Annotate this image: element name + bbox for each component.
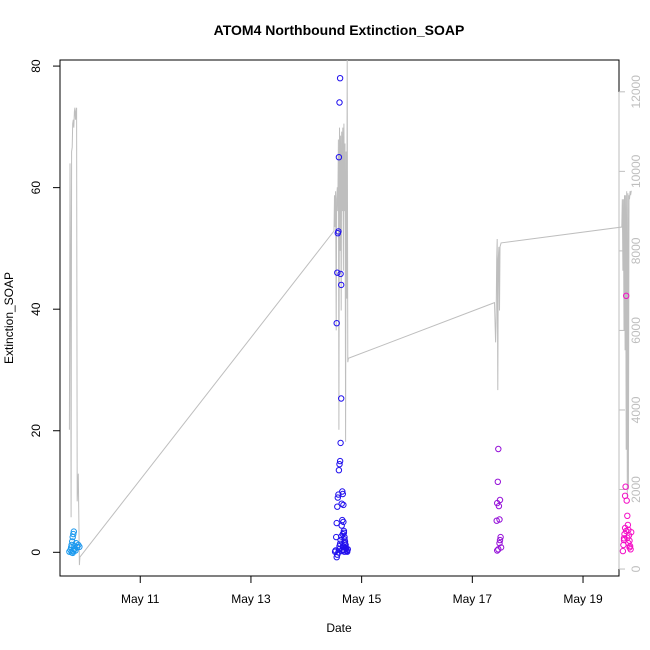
data-point <box>338 500 345 507</box>
data-point <box>337 536 344 544</box>
x-tick-label: May 15 <box>342 592 382 606</box>
data-point <box>340 527 348 535</box>
y-tick-label: 20 <box>29 424 43 438</box>
data-point <box>335 228 342 235</box>
data-point <box>338 281 345 289</box>
data-point <box>340 501 347 509</box>
y2-tick-label: 4000 <box>629 396 643 423</box>
y-tick-label: 40 <box>29 302 43 316</box>
data-point <box>494 478 501 485</box>
data-point <box>335 154 343 161</box>
y-axis: 0 20 40 60 80 <box>29 59 60 556</box>
x-tick-label: May 17 <box>453 592 493 606</box>
y-tick-label: 0 <box>29 549 43 556</box>
data-point <box>336 75 344 82</box>
data-point <box>334 503 341 510</box>
data-point <box>339 488 346 495</box>
data-point <box>626 544 633 551</box>
y2-tick-label: 12000 <box>629 75 643 109</box>
chart-title: ATOM4 Northbound Extinction_SOAP <box>214 22 465 38</box>
data-point <box>495 502 503 510</box>
data-point <box>341 548 348 555</box>
data-point <box>333 519 340 527</box>
data-point <box>76 543 83 550</box>
data-point <box>624 512 631 519</box>
data-point <box>70 528 78 535</box>
data-point <box>70 546 78 553</box>
x-tick-label: May 19 <box>563 592 603 606</box>
y2-tick-label: 10000 <box>629 154 643 188</box>
data-point <box>339 530 346 538</box>
data-point <box>336 99 343 106</box>
data-point <box>623 497 630 504</box>
data-point <box>619 547 627 555</box>
data-point <box>338 395 345 402</box>
data-point <box>70 530 77 538</box>
data-point <box>495 445 502 453</box>
data-point <box>334 269 341 276</box>
data-point <box>335 467 343 474</box>
data-point <box>621 524 629 532</box>
data-point <box>496 540 503 547</box>
secondary-line <box>68 59 632 566</box>
y2-tick-label: 0 <box>629 565 643 572</box>
data-point <box>623 292 630 299</box>
data-point <box>337 270 344 278</box>
y2-tick-label: 2000 <box>629 476 643 503</box>
point-series <box>66 75 635 561</box>
data-point <box>622 483 629 490</box>
data-point <box>339 490 346 498</box>
data-point <box>333 320 340 327</box>
data-point <box>496 496 504 504</box>
x-tick-label: May 11 <box>121 592 160 606</box>
data-point <box>497 533 504 541</box>
x-axis: May 11 May 13 May 15 May 17 May 19 <box>121 576 603 606</box>
data-point <box>496 516 503 523</box>
data-point <box>623 527 630 535</box>
data-point <box>336 461 343 468</box>
y-tick-label: 80 <box>29 59 43 73</box>
secondary-line-series <box>68 59 632 566</box>
x-axis-label: Date <box>326 621 352 635</box>
y-tick-label: 60 <box>29 181 43 195</box>
data-point <box>337 439 344 447</box>
data-point <box>335 491 342 498</box>
data-point <box>625 540 632 547</box>
data-point <box>334 494 341 501</box>
data-point <box>496 536 504 544</box>
data-point <box>335 549 342 556</box>
data-point <box>495 546 502 553</box>
secondary-y-axis: 0 2000 4000 6000 8000 10000 12000 <box>618 75 643 572</box>
y2-tick-label: 6000 <box>629 317 643 344</box>
data-point <box>494 547 501 554</box>
y2-tick-label: 8000 <box>629 237 643 264</box>
y-axis-label: Extinction_SOAP <box>2 272 16 364</box>
x-tick-label: May 13 <box>231 592 271 606</box>
data-point <box>336 457 344 465</box>
data-point <box>339 516 346 524</box>
data-point <box>620 535 628 542</box>
